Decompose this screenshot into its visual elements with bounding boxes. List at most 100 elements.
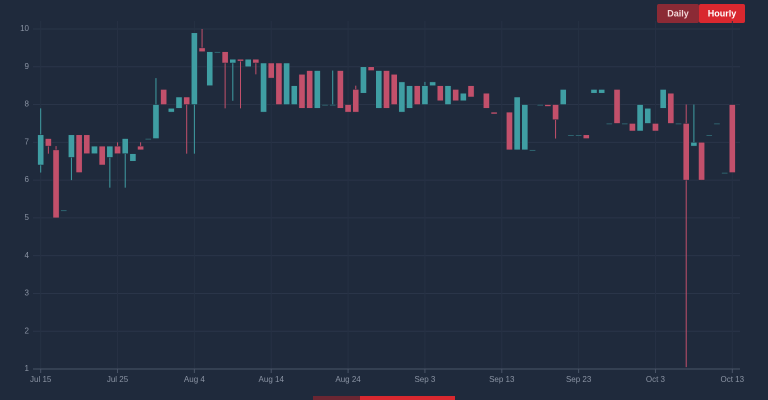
candle-body [652, 123, 659, 132]
button-bg[interactable] [657, 4, 699, 23]
y-tick-label: 10 [20, 24, 29, 33]
x-tick-label: Sep 3 [414, 375, 435, 384]
candle-body [267, 62, 275, 79]
x-tick-label: Sep 13 [489, 375, 515, 384]
candle-body [306, 70, 313, 109]
candle-body [467, 85, 475, 98]
candle-body [667, 92, 675, 124]
x-tick-label: Jul 25 [107, 375, 129, 384]
candle-body [252, 58, 260, 64]
candle-body [275, 62, 283, 105]
x-tick-label: Aug 14 [259, 375, 285, 384]
candle-body [121, 138, 129, 154]
button-daily[interactable]: Daily [667, 8, 689, 18]
candle-body [460, 92, 467, 102]
candle-body [606, 123, 613, 125]
candle-body [483, 92, 490, 109]
candle-body [60, 210, 68, 212]
candle-body [544, 104, 552, 107]
candle-body [659, 89, 667, 109]
candle-body [429, 81, 436, 86]
candle-body [675, 123, 682, 125]
candle-body [575, 134, 582, 137]
candle-body [37, 134, 45, 166]
x-tick-label: Oct 13 [721, 375, 745, 384]
y-tick-label: 6 [25, 175, 30, 184]
scrollbar-thumb[interactable] [360, 396, 455, 400]
candle-body [713, 123, 721, 125]
candle-body [298, 74, 306, 109]
button-hourly[interactable]: Hourly [708, 8, 737, 18]
candle-body [728, 104, 736, 173]
x-tick-label: Aug 4 [184, 375, 205, 384]
y-tick-label: 7 [25, 137, 30, 146]
candle-body [352, 89, 360, 113]
candle-body [52, 149, 60, 219]
candle-body [45, 138, 52, 147]
candle-body [552, 104, 559, 120]
x-tick-label: Oct 3 [646, 375, 666, 384]
candle-body [529, 149, 536, 152]
candle-body [536, 104, 544, 106]
candle-body [144, 138, 152, 140]
candle-body [421, 85, 429, 105]
range-buttons: Daily Hourly [657, 4, 745, 23]
candle-body [644, 108, 652, 124]
candle-body [513, 96, 521, 151]
candle-body [260, 62, 267, 113]
candle-body [398, 81, 406, 113]
candle-body [444, 85, 452, 105]
candle-body [168, 108, 175, 113]
candle-body [413, 85, 421, 105]
candle-body [106, 145, 114, 158]
candle-body [206, 51, 214, 86]
candle-body [152, 104, 160, 139]
candle-body [690, 142, 698, 147]
candle-body [175, 96, 183, 109]
candle-body [698, 142, 705, 181]
candle-body [221, 51, 229, 64]
candle-body [244, 58, 252, 68]
candle-body [191, 32, 198, 105]
candle-body [636, 104, 644, 132]
candle-body [590, 89, 598, 94]
candle-body [682, 123, 690, 181]
candle-body [406, 85, 413, 109]
candle-body [721, 172, 728, 174]
candle-body [183, 96, 191, 105]
candle-body [383, 70, 390, 109]
candle-body [375, 70, 383, 109]
candle-body [337, 70, 344, 109]
candle-body [629, 123, 636, 132]
candle-body [75, 134, 83, 173]
candle-body [98, 145, 106, 166]
candle-body [137, 145, 144, 151]
candle-body [452, 89, 459, 102]
y-tick-label: 9 [25, 62, 30, 71]
candle-body [613, 89, 621, 124]
y-tick-label: 8 [25, 100, 30, 109]
candle-body [506, 111, 513, 151]
candle-body [160, 89, 167, 105]
x-tick-label: Sep 23 [566, 375, 592, 384]
y-tick-label: 3 [25, 289, 30, 298]
y-tick-label: 1 [25, 364, 30, 373]
candle-body [567, 134, 575, 137]
candle-body [436, 85, 444, 102]
x-tick-label: Jul 15 [30, 375, 52, 384]
candle-body [521, 104, 529, 151]
button-bg[interactable] [699, 4, 745, 23]
candle-body [367, 66, 375, 71]
candle-body [198, 47, 206, 52]
candle-body [321, 104, 329, 106]
candle-body [91, 145, 98, 154]
candle-body [283, 62, 290, 105]
candle-body [229, 58, 237, 64]
candle-body [582, 134, 590, 139]
candle-body [114, 145, 121, 154]
candle-body [490, 111, 498, 115]
x-tick-label: Aug 24 [335, 375, 361, 384]
